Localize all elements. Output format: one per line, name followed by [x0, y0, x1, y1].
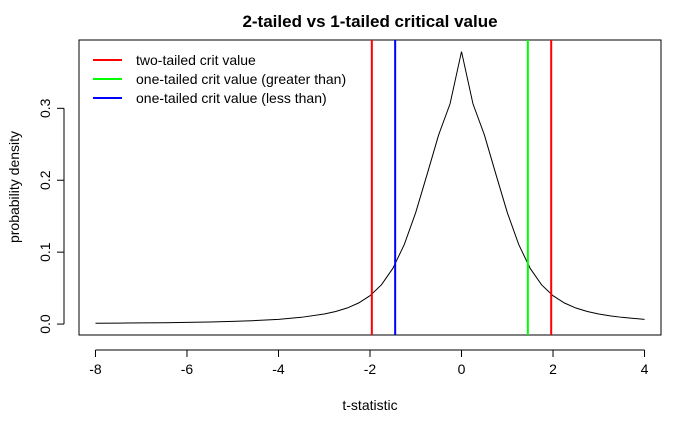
legend-label: one-tailed crit value (greater than)	[136, 71, 346, 87]
legend: two-tailed crit value one-tailed crit val…	[93, 52, 346, 106]
legend-label: one-tailed crit value (less than)	[136, 90, 327, 106]
x-axis-label: t-statistic	[342, 397, 397, 413]
x-tick-label: -6	[181, 361, 194, 377]
x-axis: -8 -6 -4 -2 0 2 4	[89, 349, 649, 377]
y-axis: 0.0 0.1 0.2 0.3	[37, 98, 65, 334]
plot-layer	[95, 40, 645, 335]
x-tick-label: -8	[89, 361, 102, 377]
x-tick-label: -4	[272, 361, 285, 377]
x-tick-label: -2	[364, 361, 377, 377]
x-tick-label: 4	[641, 361, 649, 377]
y-tick-label: 0.3	[37, 98, 53, 118]
chart-title: 2-tailed vs 1-tailed critical value	[242, 12, 497, 31]
density-curve	[95, 51, 645, 324]
y-tick-label: 0.2	[37, 170, 53, 190]
legend-label: two-tailed crit value	[136, 52, 256, 68]
y-tick-label: 0.0	[37, 314, 53, 334]
y-tick-label: 0.1	[37, 242, 53, 262]
plot-frame	[78, 39, 662, 336]
y-axis-label: probability density	[6, 131, 22, 243]
x-tick-label: 0	[458, 361, 466, 377]
x-tick-label: 2	[549, 361, 557, 377]
